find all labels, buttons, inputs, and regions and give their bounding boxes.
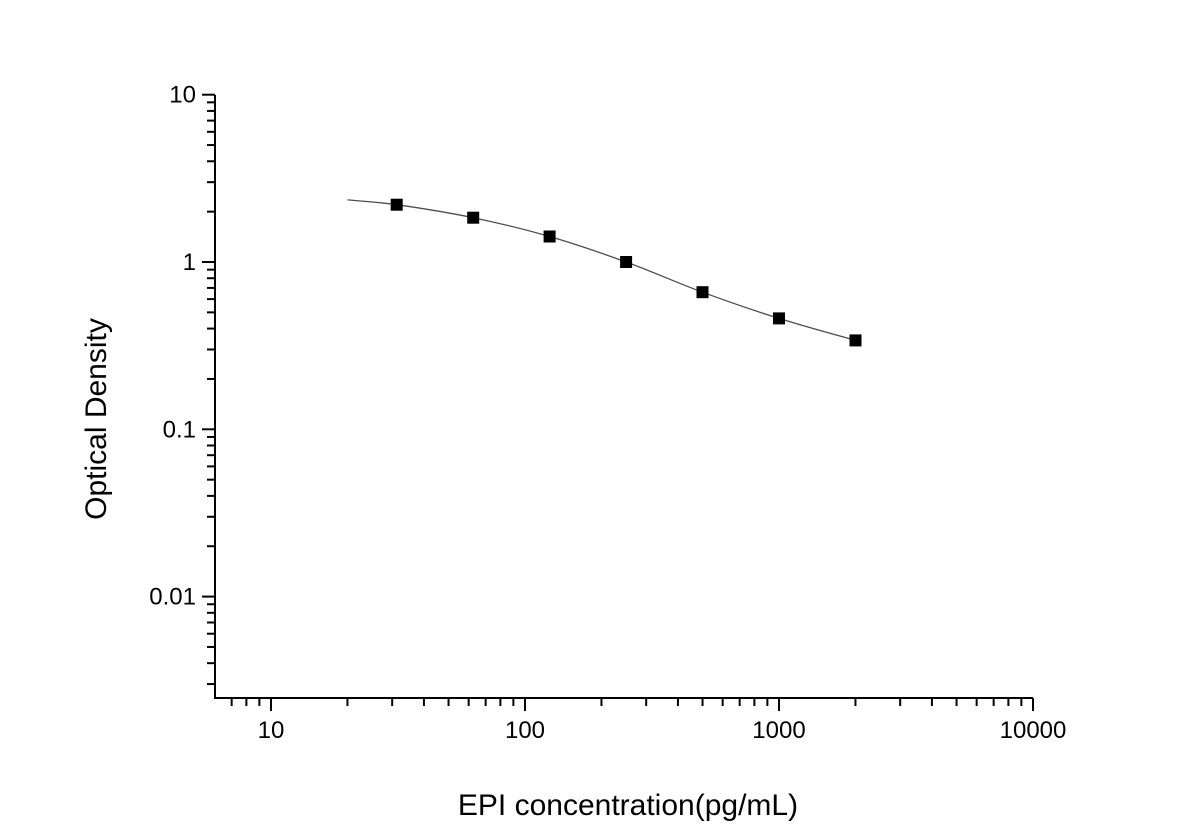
x-axis-tick-label: 10000 [1000,717,1067,744]
y-axis-tick-label: 1 [183,249,196,276]
x-axis-tick-label: 10 [258,717,285,744]
data-point-marker [696,286,709,299]
y-axis-tick-label: 0.01 [149,584,196,611]
data-point-marker [390,198,403,211]
x-axis-tick-label: 1000 [752,717,805,744]
data-point-marker [849,334,862,347]
y-axis-title: Optical Density [80,318,113,520]
x-axis-title: EPI concentration(pg/mL) [457,789,799,822]
fit-curve-line [347,199,856,342]
data-point-marker [773,312,785,325]
data-point-marker [467,211,480,224]
y-axis-tick-label: 0.1 [163,416,196,443]
y-axis-tick-label: 10 [169,82,196,109]
data-point-marker [543,230,556,243]
x-axis-tick-label: 100 [505,717,545,744]
data-point-marker [620,256,633,268]
